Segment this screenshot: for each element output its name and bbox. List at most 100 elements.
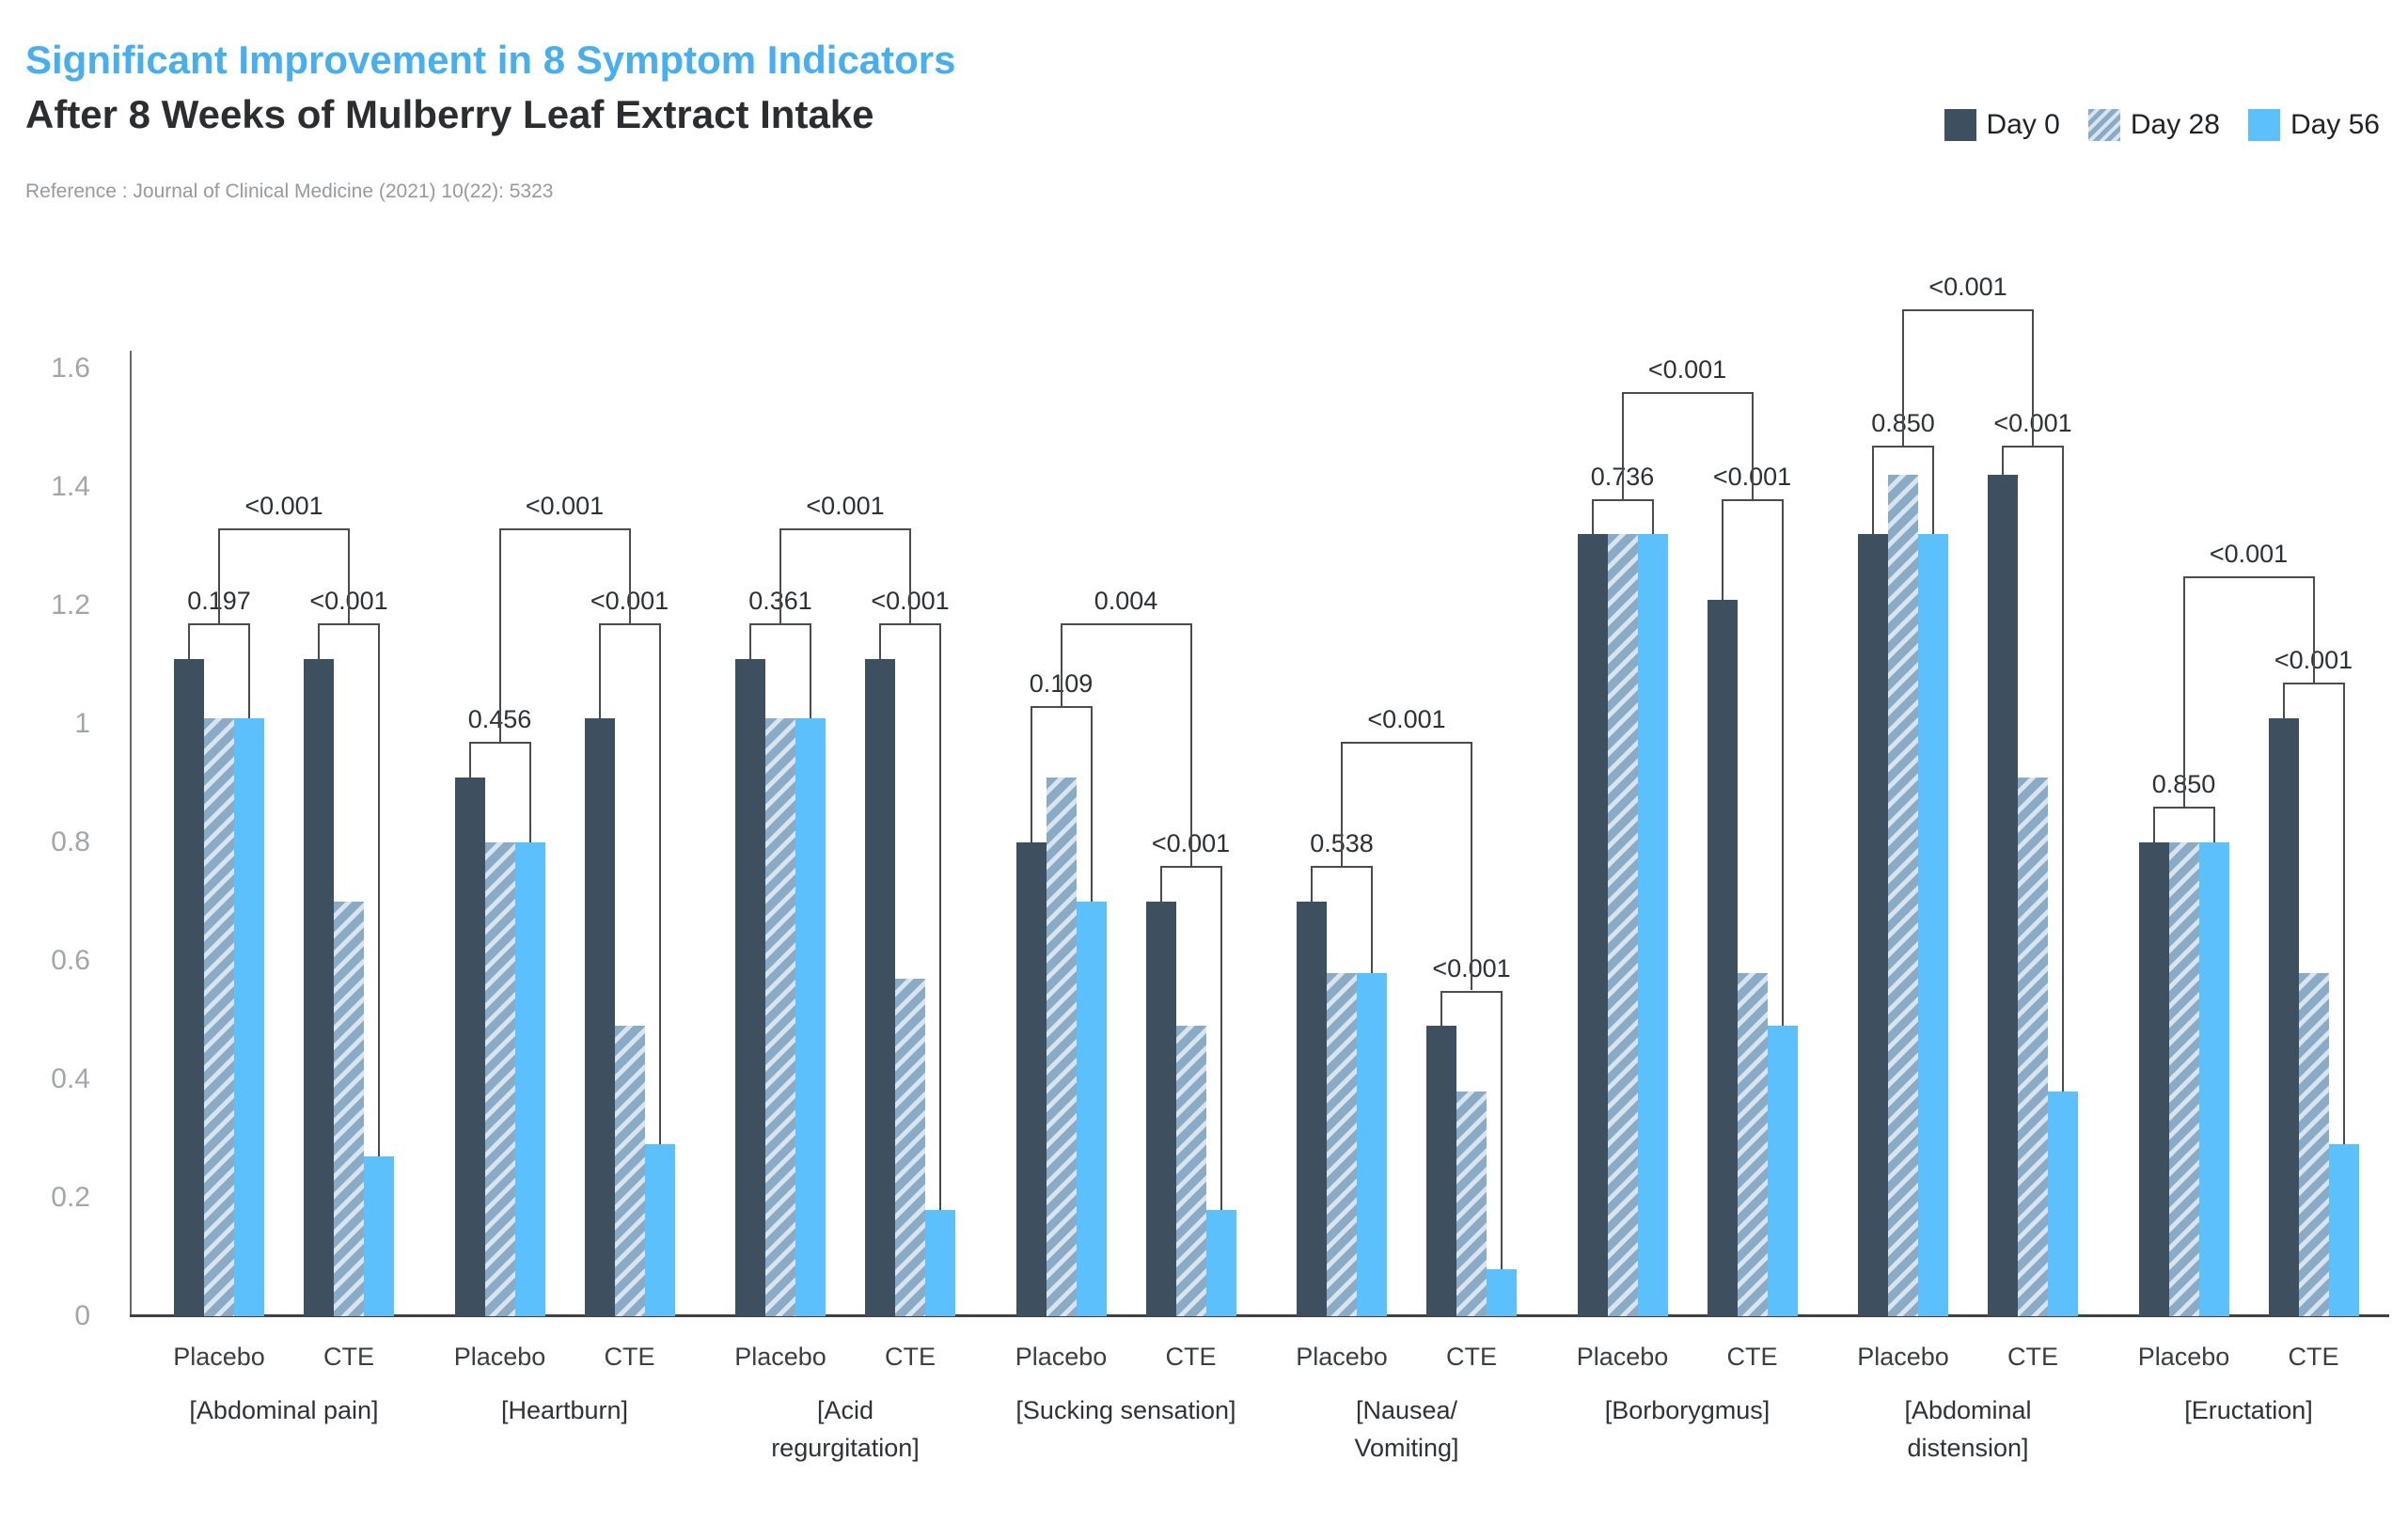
significance-bracket-leg — [1591, 498, 1594, 535]
bar-day56 — [1076, 902, 1107, 1316]
bar-day28 — [2168, 842, 2199, 1316]
significance-bracket-leg — [1501, 990, 1503, 1269]
bar-day0 — [1858, 534, 1888, 1316]
bar-day0 — [865, 658, 895, 1316]
significance-bracket-leg — [1932, 445, 1934, 535]
bar-day28 — [1737, 972, 1768, 1316]
y-axis-line — [130, 351, 132, 1316]
y-tick-label: 1 — [74, 708, 90, 739]
significance-bracket-leg — [2342, 682, 2345, 1145]
significance-bracket — [1030, 706, 1093, 709]
group-label-line: [Acid — [816, 1396, 874, 1424]
outer-significance-bracket-leg — [1621, 392, 1624, 499]
significance-bracket-leg — [1440, 990, 1442, 1027]
x-label-placebo: Placebo — [173, 1343, 265, 1371]
significance-bracket-leg — [2002, 445, 2004, 476]
significance-bracket-leg — [1651, 498, 1654, 535]
outer-significance-bracket-leg — [779, 528, 781, 623]
significance-bracket — [188, 622, 250, 625]
significance-bracket-leg — [378, 622, 380, 1156]
bar-day28 — [895, 978, 925, 1316]
bar-day0 — [1297, 902, 1327, 1316]
group-label: [Nausea/Vomiting] — [1247, 1391, 1566, 1467]
bar-day56 — [925, 1209, 955, 1316]
significance-bracket — [1159, 866, 1222, 869]
bar-day56 — [795, 717, 826, 1316]
outer-significance-bracket-leg — [909, 528, 911, 623]
outer-significance-bracket-leg — [1471, 741, 1472, 991]
legend-item-day56: Day 56 — [2247, 109, 2380, 141]
bar-day56 — [514, 842, 545, 1316]
bar-day0 — [1145, 902, 1176, 1316]
bar-day0 — [174, 658, 204, 1316]
bar-day0 — [735, 658, 765, 1316]
bar-day28 — [765, 717, 795, 1316]
x-label-placebo: Placebo — [734, 1343, 826, 1371]
outer-significance-bracket-leg — [1902, 309, 1904, 446]
outer-significance-bracket — [1902, 309, 2034, 311]
legend-swatch-day0 — [1944, 109, 1976, 141]
significance-bracket-leg — [598, 622, 601, 718]
significance-bracket — [2282, 682, 2345, 684]
bar-day0 — [2268, 717, 2299, 1316]
outer-significance-bracket-leg — [2312, 575, 2315, 683]
significance-bracket — [1591, 498, 1654, 501]
significance-bracket-leg — [188, 622, 190, 659]
x-label-cte: CTE — [2288, 1343, 2339, 1371]
significance-bracket-leg — [318, 622, 320, 659]
group-label-line: [Borborygmus] — [1604, 1396, 1771, 1424]
bar-day56 — [644, 1144, 675, 1316]
significance-bracket-leg — [1030, 706, 1032, 842]
outer-significance-bracket-leg — [218, 528, 220, 623]
significance-bracket-leg — [468, 741, 471, 778]
y-tick-label: 0.4 — [51, 1063, 90, 1094]
group-label-line: Vomiting] — [1354, 1434, 1459, 1462]
outer-significance-bracket-leg — [628, 528, 631, 623]
y-tick-label: 0 — [74, 1300, 90, 1331]
significance-bracket — [318, 622, 380, 625]
bar-day0 — [2138, 842, 2169, 1316]
bar-day56 — [2198, 842, 2229, 1316]
outer-significance-bracket-leg — [1189, 622, 1192, 867]
significance-bracket-leg — [1220, 866, 1222, 1210]
outer-significance-bracket — [2182, 575, 2315, 578]
significance-bracket-leg — [2212, 807, 2215, 842]
group-label: [Borborygmus] — [1528, 1391, 1848, 1429]
significance-bracket — [2002, 445, 2064, 448]
x-label-cte: CTE — [2007, 1343, 2058, 1371]
reference-note: Reference : Journal of Clinical Medicine… — [25, 181, 554, 202]
outer-p-value-label: <0.001 — [1367, 704, 1446, 733]
significance-bracket-leg — [749, 622, 751, 659]
group-label-line: [Nausea/ — [1355, 1396, 1458, 1424]
x-label-cte: CTE — [885, 1343, 936, 1371]
outer-significance-bracket — [779, 528, 911, 531]
x-label-cte: CTE — [1726, 1343, 1778, 1371]
outer-p-value-label: <0.001 — [1647, 355, 1727, 385]
outer-p-value-label: 0.004 — [1094, 586, 1158, 615]
significance-bracket-leg — [2282, 682, 2285, 718]
bar-day28 — [1175, 1026, 1206, 1316]
legend-item-day0: Day 0 — [1944, 109, 2060, 141]
bar-day28 — [334, 902, 364, 1316]
bar-day56 — [1205, 1209, 1236, 1316]
outer-significance-bracket-leg — [2182, 575, 2185, 808]
group-label-line: distension] — [1907, 1434, 2029, 1462]
group-label: [Heartburn] — [405, 1391, 725, 1429]
x-label-placebo: Placebo — [1576, 1343, 1669, 1371]
bar-day0 — [1707, 599, 1738, 1316]
outer-p-value-label: <0.001 — [1928, 273, 2007, 301]
legend-label-day28: Day 28 — [2130, 109, 2220, 140]
outer-significance-bracket — [218, 528, 350, 531]
x-label-placebo: Placebo — [453, 1343, 546, 1371]
significance-bracket — [1440, 990, 1503, 993]
legend-swatch-day56 — [2247, 109, 2280, 141]
bar-day28 — [2018, 777, 2048, 1316]
bar-day56 — [2048, 1091, 2078, 1316]
group-label-line: [Sucking sensation] — [1015, 1396, 1236, 1424]
significance-bracket-leg — [248, 622, 250, 718]
bar-day28 — [2298, 972, 2329, 1316]
significance-bracket — [1311, 866, 1373, 869]
x-label-placebo: Placebo — [2137, 1343, 2230, 1371]
significance-bracket — [749, 622, 811, 625]
outer-significance-bracket — [1341, 741, 1472, 744]
